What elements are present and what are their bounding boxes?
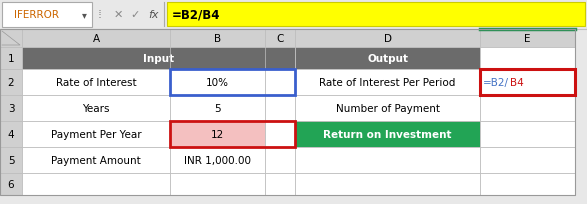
Bar [22,70,170,95]
Bar [480,173,575,195]
Bar [295,147,480,173]
Bar [295,121,480,147]
Bar [170,95,265,121]
Bar [265,95,295,121]
Bar [170,147,265,173]
Bar [22,173,170,195]
Bar [295,30,480,48]
Bar [22,95,170,121]
Bar [480,121,575,147]
Text: Number of Payment: Number of Payment [336,103,440,113]
Bar [265,121,295,147]
Bar [0,30,575,195]
Bar [480,70,575,95]
Text: INR 1,000.00: INR 1,000.00 [184,155,251,165]
Text: 3: 3 [8,103,14,113]
Bar [0,173,22,195]
Bar [2,3,92,28]
Bar [170,30,265,48]
Bar [22,30,170,48]
Text: 2: 2 [8,78,14,88]
Bar [0,30,22,48]
Text: IFERROR: IFERROR [14,10,59,20]
Bar [0,121,22,147]
Text: B4: B4 [510,78,524,88]
Bar [170,121,295,147]
Text: ⁞: ⁞ [98,8,102,21]
Bar [22,121,170,147]
Bar [295,173,480,195]
Text: 10%: 10% [206,78,229,88]
Text: Years: Years [82,103,110,113]
Text: 4: 4 [8,129,14,139]
Bar [295,95,480,121]
Text: B: B [214,34,221,44]
Text: fx: fx [148,10,158,20]
Bar [480,30,575,48]
Text: 5: 5 [8,155,14,165]
Text: Payment Amount: Payment Amount [51,155,141,165]
Text: ✕: ✕ [113,10,123,20]
Bar [265,147,295,173]
Text: Payment Per Year: Payment Per Year [50,129,141,139]
Text: 5: 5 [214,103,221,113]
Bar [480,147,575,173]
Bar [0,70,22,95]
Text: Rate of Interest: Rate of Interest [56,78,136,88]
Bar [170,70,295,95]
Bar [22,147,170,173]
Bar [265,173,295,195]
Bar [480,70,575,95]
Bar [295,48,480,70]
Text: ▾: ▾ [82,10,86,20]
Text: =B2/B4: =B2/B4 [172,8,221,21]
Text: E: E [524,34,531,44]
Text: C: C [276,34,284,44]
Bar [0,48,22,70]
Text: 6: 6 [8,179,14,189]
Bar [480,48,575,70]
Text: 12: 12 [211,129,224,139]
Text: 1: 1 [8,54,14,64]
Text: D: D [383,34,392,44]
Bar [0,0,587,30]
Text: ✓: ✓ [130,10,140,20]
Text: Input: Input [143,54,174,64]
Bar [167,3,585,27]
Text: A: A [92,34,100,44]
Bar [170,121,265,147]
Bar [265,70,295,95]
Text: =B2/: =B2/ [483,78,509,88]
Bar [0,95,22,121]
Text: Output: Output [367,54,408,64]
Text: Rate of Interest Per Period: Rate of Interest Per Period [319,78,456,88]
Text: Return on Investment: Return on Investment [323,129,452,139]
Bar [0,147,22,173]
Bar [22,48,295,70]
Bar [480,95,575,121]
Bar [295,70,480,95]
Bar [170,70,265,95]
Bar [170,173,265,195]
Bar [265,30,295,48]
